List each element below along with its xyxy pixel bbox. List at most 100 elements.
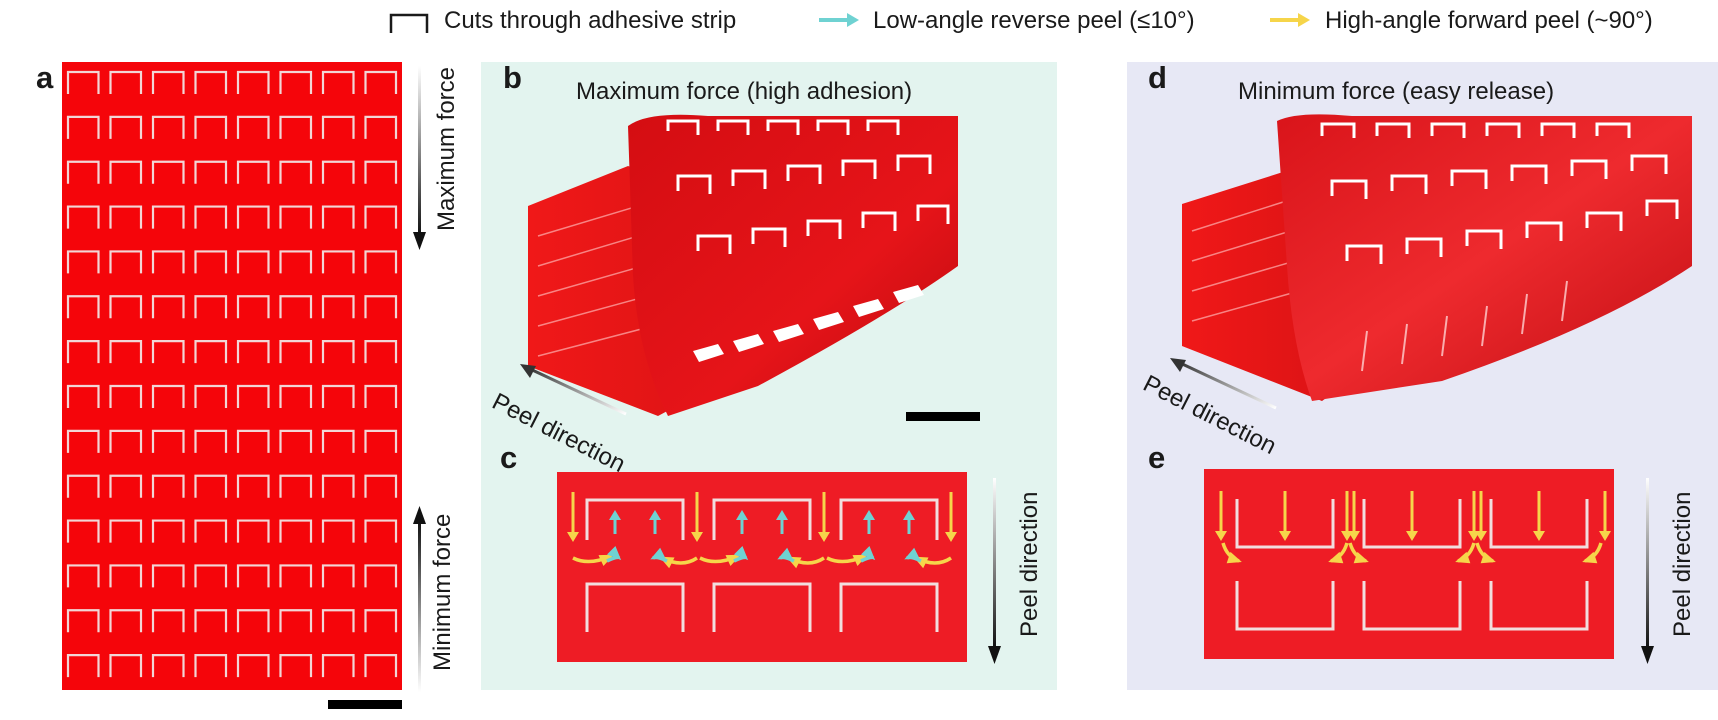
- cut-mark: [66, 609, 100, 633]
- forward-peel-arrow-head: [567, 532, 579, 542]
- cut-mark: [321, 564, 355, 588]
- cut-mark: [364, 609, 398, 633]
- cut-mark: [321, 160, 355, 184]
- cut-mark: [151, 295, 185, 319]
- panel-a-label: a: [36, 60, 54, 95]
- cut-mark: [194, 205, 228, 229]
- cut-mark: [364, 115, 398, 139]
- cut-mark: [194, 564, 228, 588]
- forward-peel-arrow-head: [1279, 531, 1291, 541]
- cut-mark: [364, 250, 398, 274]
- curl-arrow-yellow-head: [1480, 551, 1496, 564]
- cut-outline: [1362, 581, 1462, 631]
- peel-direction-label-c: Peel direction: [1016, 491, 1043, 637]
- forward-peel-arrow-head: [691, 532, 703, 542]
- cut-mark: [321, 519, 355, 543]
- peel-direction-arrow-c: [988, 478, 1001, 664]
- cut-mark: [236, 70, 270, 94]
- cut-mark: [66, 250, 100, 274]
- cut-mark: [364, 564, 398, 588]
- peel-direction-arrow-d: [1170, 358, 1277, 410]
- scale-bar-b: [906, 412, 980, 421]
- cut-mark: [279, 70, 313, 94]
- cut-mark: [279, 654, 313, 678]
- cut-mark: [66, 115, 100, 139]
- cut-mark: [364, 384, 398, 408]
- cut-legend-icon: [389, 13, 429, 33]
- cut-mark: [194, 70, 228, 94]
- cut-mark: [321, 295, 355, 319]
- peeled-strip-illustration-easy-release: [1182, 114, 1692, 401]
- cut-mark: [321, 205, 355, 229]
- cut-mark: [364, 160, 398, 184]
- cut-mark: [66, 340, 100, 364]
- cut-mark: [66, 70, 100, 94]
- cut-mark: [151, 340, 185, 364]
- curl-arrow-cyan-head: [777, 547, 793, 560]
- panel-c-label: c: [500, 440, 518, 475]
- cut-mark: [279, 609, 313, 633]
- peel-direction-arrow-e: [1641, 478, 1654, 664]
- cut-outline: [1362, 499, 1462, 549]
- cut-mark: [109, 519, 143, 543]
- forward-peel-arrow-head: [1215, 531, 1227, 541]
- cut-mark: [236, 609, 270, 633]
- cut-mark: [321, 70, 355, 94]
- cut-mark: [109, 429, 143, 453]
- reverse-peel-arrow-head: [736, 510, 748, 520]
- curl-arrow-yellow-head: [852, 554, 868, 567]
- cut-mark: [321, 474, 355, 498]
- minimum-force-arrow: [413, 506, 426, 692]
- cut-mark: [364, 519, 398, 543]
- cut-outline: [585, 582, 685, 632]
- cut-mark: [66, 384, 100, 408]
- cut-mark: [236, 474, 270, 498]
- cut-mark: [109, 160, 143, 184]
- cut-mark: [364, 205, 398, 229]
- cut-mark: [236, 250, 270, 274]
- cut-mark: [66, 654, 100, 678]
- cut-mark: [236, 115, 270, 139]
- panel-d-label: d: [1148, 60, 1167, 95]
- cut-mark: [109, 70, 143, 94]
- cut-mark: [194, 295, 228, 319]
- schematic-background: [557, 472, 967, 662]
- cut-mark: [109, 654, 143, 678]
- curl-arrow-yellow-head: [1455, 551, 1471, 564]
- cut-mark: [236, 295, 270, 319]
- panel-e-label: e: [1148, 440, 1166, 475]
- curl-arrow-cyan-head: [650, 547, 666, 560]
- cut-mark: [151, 160, 185, 184]
- forward-peel-arrow-head: [1475, 531, 1487, 541]
- cut-mark: [236, 340, 270, 364]
- cut-mark: [151, 250, 185, 274]
- cut-outline: [839, 498, 939, 540]
- cut-mark: [236, 519, 270, 543]
- cut-mark: [279, 160, 313, 184]
- minimum-force-label: Minimum force: [429, 513, 456, 671]
- cut-mark: [194, 519, 228, 543]
- curl-arrow-yellow-head: [598, 554, 614, 567]
- cut-mark: [364, 70, 398, 94]
- cut-outline: [712, 582, 812, 632]
- cut-mark: [194, 609, 228, 633]
- cut-mark: [151, 384, 185, 408]
- cut-mark: [279, 429, 313, 453]
- strip-background: [62, 62, 402, 690]
- cut-mark: [364, 654, 398, 678]
- curl-arrow-cyan-head: [733, 545, 749, 561]
- cut-outline: [1489, 581, 1589, 631]
- legend-cuts-text: Cuts through adhesive strip: [444, 7, 737, 34]
- legend-high-angle-text: High-angle forward peel (~90°): [1325, 7, 1653, 34]
- curl-arrow-yellow-head: [1582, 551, 1598, 564]
- cut-mark: [279, 474, 313, 498]
- forward-peel-arrow-head: [818, 532, 830, 542]
- reverse-peel-arrow-head: [649, 510, 661, 520]
- cut-mark: [151, 205, 185, 229]
- cut-mark: [151, 115, 185, 139]
- peel-direction-label-e: Peel direction: [1669, 491, 1696, 637]
- cut-mark: [109, 250, 143, 274]
- yellow-arrow-legend-icon: [1270, 13, 1310, 27]
- cut-mark: [321, 384, 355, 408]
- cut-mark: [109, 340, 143, 364]
